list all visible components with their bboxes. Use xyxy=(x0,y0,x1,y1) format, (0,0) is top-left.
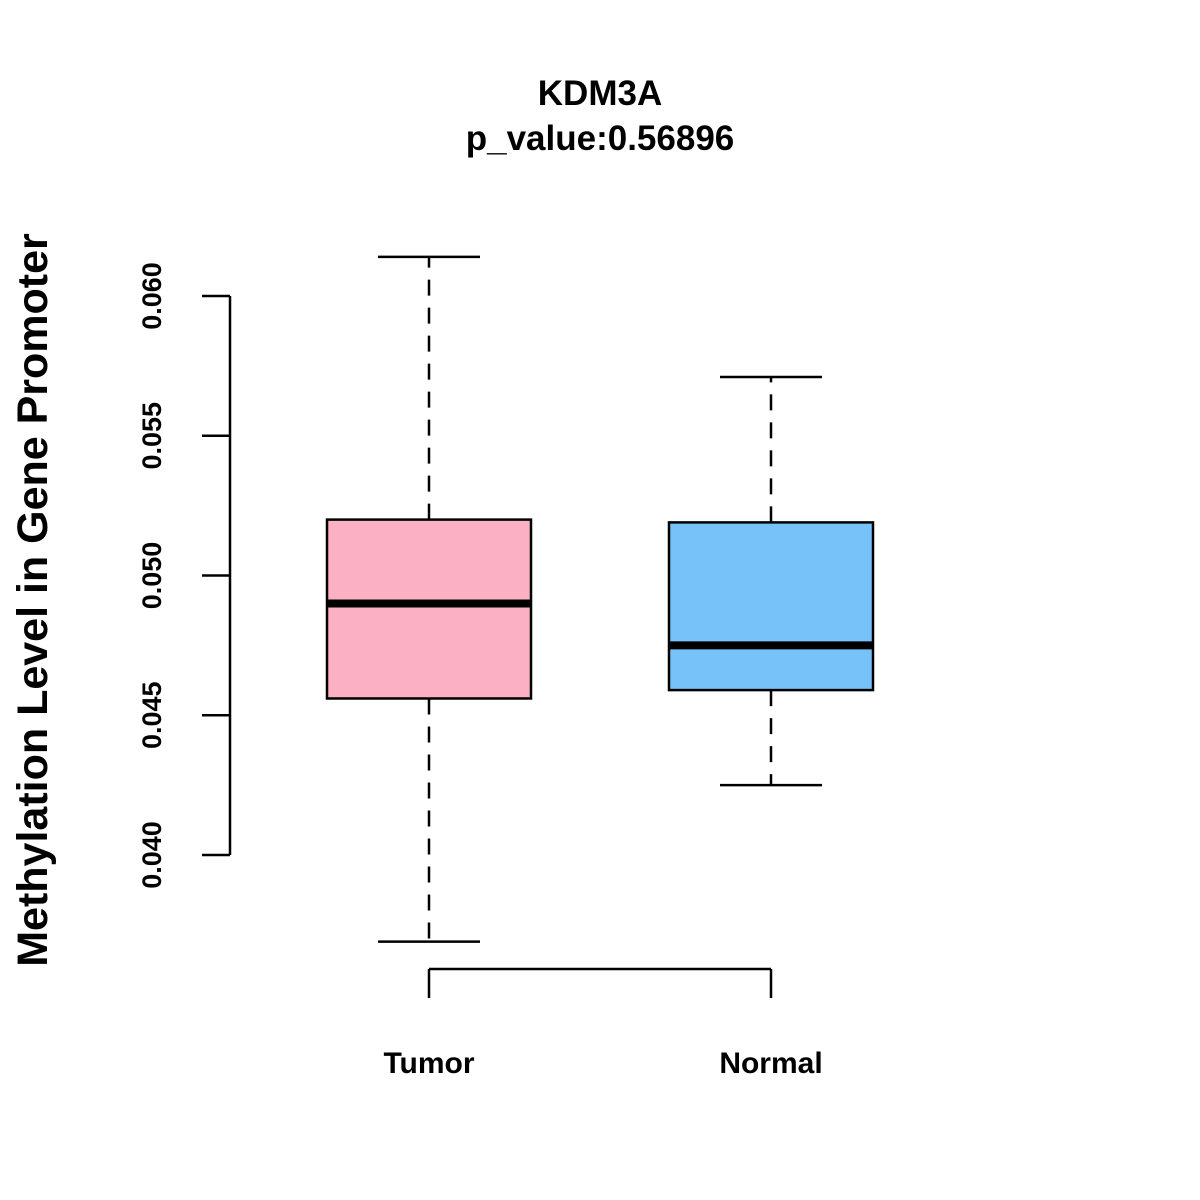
y-tick-label: 0.045 xyxy=(137,681,167,749)
x-tick-label: Normal xyxy=(719,1047,822,1080)
boxes xyxy=(325,255,875,943)
box-iqr xyxy=(325,518,533,700)
box-tumor xyxy=(325,255,533,943)
box-iqr xyxy=(667,521,875,692)
y-tick-label: 0.040 xyxy=(137,821,167,889)
chart-title: KDM3A xyxy=(538,74,662,113)
y-tick-label: 0.050 xyxy=(137,542,167,610)
x-axis: Tumor Normal xyxy=(383,967,823,1080)
box-normal xyxy=(667,375,875,787)
y-axis: 0.040 0.045 0.050 0.055 0.060 xyxy=(137,262,232,889)
y-tick-label: 0.055 xyxy=(137,402,167,470)
y-tick-label: 0.060 xyxy=(137,262,167,330)
x-tick-label: Tumor xyxy=(383,1047,474,1080)
chart-subtitle: p_value:0.56896 xyxy=(466,119,735,158)
y-axis-label: Methylation Level in Gene Promoter xyxy=(9,233,57,967)
